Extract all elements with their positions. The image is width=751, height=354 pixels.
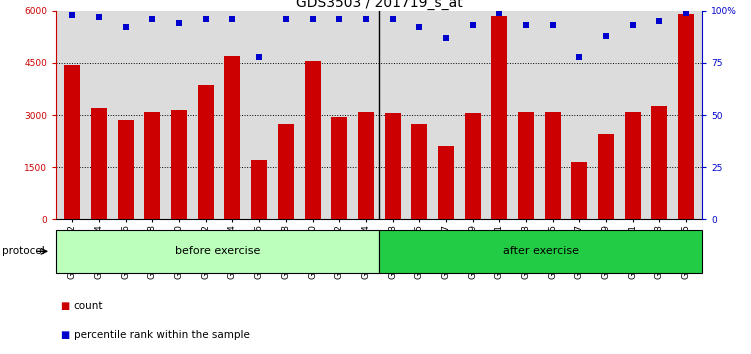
Text: before exercise: before exercise bbox=[175, 246, 261, 256]
Point bbox=[627, 22, 639, 28]
Text: percentile rank within the sample: percentile rank within the sample bbox=[74, 330, 249, 339]
Point bbox=[119, 24, 131, 30]
Point bbox=[413, 24, 425, 30]
Bar bbox=[678, 14, 694, 219]
Point bbox=[680, 10, 692, 16]
Point bbox=[653, 18, 665, 24]
Point bbox=[333, 16, 345, 22]
Bar bbox=[198, 85, 214, 219]
Bar bbox=[412, 124, 427, 219]
Bar bbox=[379, 230, 702, 273]
Bar bbox=[56, 230, 379, 273]
Bar bbox=[118, 120, 134, 219]
Text: after exercise: after exercise bbox=[502, 246, 579, 256]
Point bbox=[306, 16, 318, 22]
Bar bbox=[465, 113, 481, 219]
Bar bbox=[358, 112, 374, 219]
Bar bbox=[385, 113, 400, 219]
Bar bbox=[144, 112, 161, 219]
Bar bbox=[278, 124, 294, 219]
Point bbox=[600, 33, 612, 39]
Text: ■: ■ bbox=[60, 330, 69, 339]
Bar bbox=[225, 56, 240, 219]
Bar bbox=[304, 61, 321, 219]
Point bbox=[440, 35, 452, 41]
Bar bbox=[65, 64, 80, 219]
Point bbox=[360, 16, 372, 22]
Point bbox=[520, 22, 532, 28]
Point bbox=[280, 16, 292, 22]
Bar bbox=[544, 112, 561, 219]
Bar bbox=[625, 112, 641, 219]
Point bbox=[200, 16, 212, 22]
Point bbox=[493, 10, 505, 16]
Point bbox=[146, 16, 158, 22]
Bar bbox=[651, 106, 668, 219]
Bar bbox=[171, 110, 187, 219]
Point bbox=[93, 14, 105, 20]
Point bbox=[227, 16, 239, 22]
Text: protocol: protocol bbox=[2, 246, 44, 256]
Bar bbox=[572, 162, 587, 219]
Bar bbox=[331, 117, 347, 219]
Point bbox=[574, 54, 586, 59]
Point bbox=[66, 12, 78, 18]
Point bbox=[387, 16, 399, 22]
Point bbox=[253, 54, 265, 59]
Point bbox=[173, 20, 185, 26]
Bar bbox=[518, 112, 534, 219]
Point bbox=[466, 22, 478, 28]
Text: count: count bbox=[74, 301, 103, 311]
Point bbox=[547, 22, 559, 28]
Title: GDS3503 / 201719_s_at: GDS3503 / 201719_s_at bbox=[296, 0, 463, 10]
Text: ■: ■ bbox=[60, 301, 69, 311]
Bar bbox=[491, 16, 508, 219]
Bar bbox=[91, 108, 107, 219]
Bar bbox=[438, 147, 454, 219]
Bar bbox=[251, 160, 267, 219]
Bar bbox=[598, 134, 614, 219]
